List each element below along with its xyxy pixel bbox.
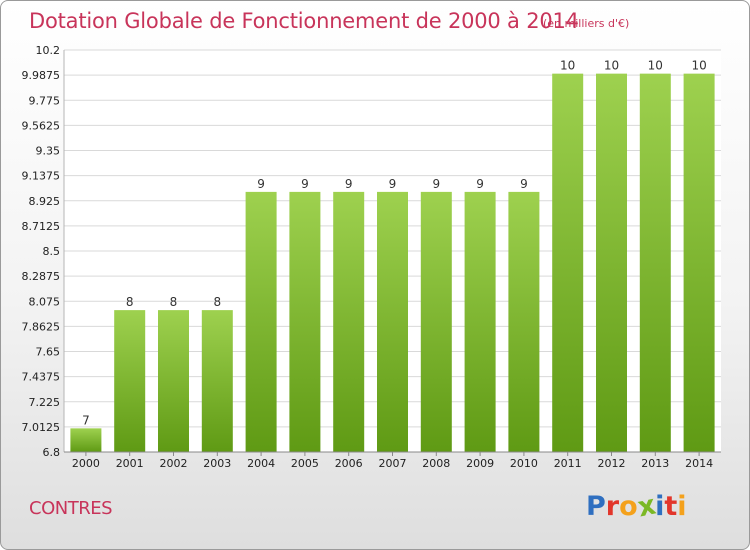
logo-letter: P [586, 491, 606, 522]
x-tick-label: 2012 [598, 457, 626, 470]
x-tick-label: 2006 [335, 457, 363, 470]
bar-value-label: 9 [476, 177, 484, 191]
bar [245, 191, 277, 452]
bar-value-label: 9 [257, 177, 265, 191]
y-tick-label: 7.4375 [22, 371, 61, 384]
x-tick-label: 2002 [160, 457, 188, 470]
logo-letter: t [664, 491, 678, 522]
x-tick-label: 2001 [116, 457, 144, 470]
commune-name: CONTRES [29, 498, 113, 519]
bar-value-label: 8 [170, 295, 178, 309]
bar [639, 73, 671, 452]
bar-value-label: 10 [604, 59, 619, 73]
logo-letter: i [655, 491, 665, 522]
y-tick-label: 7.65 [36, 346, 61, 359]
bar-value-label: 8 [213, 295, 221, 309]
y-tick-label: 9.35 [36, 145, 61, 158]
logo-letter: o [619, 491, 638, 522]
bar-value-label: 9 [432, 177, 440, 191]
bar-value-label: 10 [560, 59, 575, 73]
bar-value-label: 8 [126, 295, 134, 309]
bar [420, 191, 452, 452]
y-tick-label: 7.8625 [22, 320, 61, 333]
bar-value-label: 10 [648, 59, 663, 73]
y-tick-label: 7.0125 [22, 421, 61, 434]
x-tick-label: 2009 [466, 457, 494, 470]
bar-value-label: 7 [82, 413, 90, 427]
y-tick-label: 8.7125 [22, 220, 61, 233]
y-tick-label: 10.2 [36, 44, 61, 57]
logo-letter: r [605, 491, 620, 522]
y-tick-label: 8.2875 [22, 270, 61, 283]
x-tick-label: 2005 [291, 457, 319, 470]
bar-value-label: 9 [301, 177, 309, 191]
bar [508, 191, 540, 452]
y-tick-label: 8.925 [29, 195, 61, 208]
bar-value-label: 10 [691, 59, 706, 73]
y-tick-label: 9.5625 [22, 119, 61, 132]
x-tick-label: 2013 [641, 457, 669, 470]
x-tick-label: 2007 [379, 457, 407, 470]
y-tick-label: 7.225 [29, 396, 61, 409]
bar [114, 310, 146, 452]
bar [70, 428, 102, 452]
proxiti-logo: Proxiti [586, 490, 687, 524]
bar [683, 73, 715, 452]
bar [158, 310, 189, 452]
y-tick-label: 8.075 [29, 295, 61, 308]
x-tick-label: 2014 [685, 457, 713, 470]
y-tick-label: 9.1375 [22, 170, 61, 183]
bar [377, 191, 408, 452]
x-tick-label: 2003 [203, 457, 231, 470]
x-tick-label: 2004 [247, 457, 275, 470]
x-tick-label: 2000 [72, 457, 100, 470]
x-tick-label: 2008 [422, 457, 450, 470]
y-tick-label: 9.9875 [22, 69, 61, 82]
bar [289, 191, 321, 452]
bar [596, 73, 627, 452]
chart-title: Dotation Globale de Fonctionnement de 20… [29, 9, 579, 33]
x-tick-label: 2010 [510, 457, 538, 470]
y-tick-label: 6.8 [43, 446, 61, 459]
y-tick-label: 8.5 [43, 245, 61, 258]
logo-letter: i [677, 491, 687, 522]
chart-subtitle: (en milliers d'€) [543, 17, 630, 30]
bar [201, 310, 233, 452]
y-tick-label: 9.775 [29, 94, 61, 107]
bar-value-label: 9 [520, 177, 528, 191]
bar-value-label: 9 [389, 177, 397, 191]
bar-value-label: 9 [345, 177, 353, 191]
bar [333, 191, 365, 452]
bar [464, 191, 496, 452]
bar [552, 73, 584, 452]
x-tick-label: 2011 [554, 457, 582, 470]
